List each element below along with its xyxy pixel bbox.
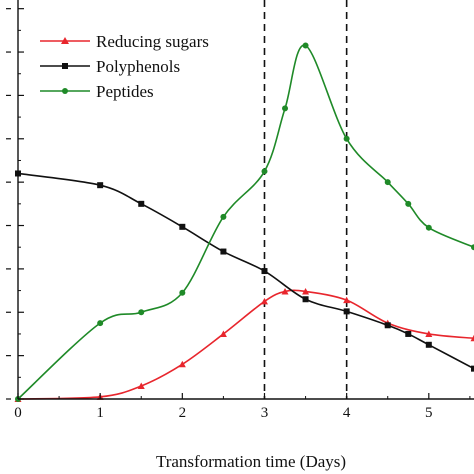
data-point-polyphenols-2	[138, 200, 145, 207]
legend-item-reducing-sugars: Reducing sugars	[40, 32, 209, 51]
axes: 0 1 2 3 4 5	[6, 0, 474, 421]
x-tick-label-0: 0	[14, 405, 22, 421]
x-tick-label-2: 2	[179, 405, 187, 421]
legend-marker-triangle	[61, 37, 69, 44]
data-point-polyphenols-3	[179, 223, 186, 230]
series-marks	[14, 42, 474, 402]
x-tick-label-5: 5	[425, 405, 433, 421]
data-point-polyphenols-10	[425, 341, 432, 348]
data-point-polyphenols-6	[302, 296, 309, 303]
legend-label-reducing-sugars: Reducing sugars	[96, 32, 209, 51]
data-point-peptides-9	[384, 179, 391, 186]
data-point-reducing-sugars-11	[470, 334, 474, 342]
legend: Reducing sugars Polyphenols Peptides	[40, 32, 209, 101]
legend-marker-circle	[62, 88, 68, 94]
data-point-peptides-1	[97, 320, 104, 327]
data-point-peptides-2	[138, 309, 145, 316]
data-point-peptides-10	[405, 200, 412, 207]
data-point-peptides-11	[425, 224, 432, 231]
x-tick-label-4: 4	[343, 405, 351, 421]
legend-label-polyphenols: Polyphenols	[96, 57, 180, 76]
data-point-peptides-5	[261, 168, 268, 175]
x-tick-label-1: 1	[96, 405, 104, 421]
legend-item-polyphenols: Polyphenols	[40, 57, 180, 76]
data-point-reducing-sugars-3	[178, 360, 186, 368]
data-point-peptides-7	[302, 42, 309, 49]
data-point-reducing-sugars-2	[137, 382, 145, 389]
data-point-peptides-12	[471, 244, 474, 251]
x-axis-title: Transformation time (Days)	[156, 452, 346, 471]
data-point-reducing-sugars-4	[219, 330, 227, 337]
data-point-polyphenols-5	[261, 268, 268, 275]
data-point-peptides-4	[220, 213, 227, 220]
legend-item-peptides: Peptides	[40, 82, 154, 101]
data-point-reducing-sugars-7	[302, 287, 310, 295]
data-point-reducing-sugars-6	[281, 287, 289, 295]
series-line-peptides	[17, 44, 474, 400]
data-point-reducing-sugars-5	[260, 297, 268, 305]
legend-label-peptides: Peptides	[96, 82, 154, 101]
data-point-polyphenols-7	[343, 308, 350, 315]
data-point-polyphenols-9	[405, 330, 412, 337]
x-tick-label-3: 3	[261, 405, 269, 421]
data-point-reducing-sugars-8	[343, 296, 351, 304]
data-point-peptides-8	[343, 135, 350, 142]
legend-marker-square	[62, 63, 68, 69]
plot-area	[263, 0, 348, 399]
data-point-peptides-6	[282, 105, 289, 112]
data-point-polyphenols-8	[384, 322, 391, 329]
series-line-reducing-sugars	[17, 289, 474, 400]
data-point-polyphenols-4	[220, 248, 227, 255]
data-point-peptides-3	[179, 289, 186, 296]
data-point-polyphenols-1	[97, 182, 104, 189]
data-point-reducing-sugars-10	[425, 330, 433, 337]
data-point-polyphenols-11	[471, 365, 474, 372]
